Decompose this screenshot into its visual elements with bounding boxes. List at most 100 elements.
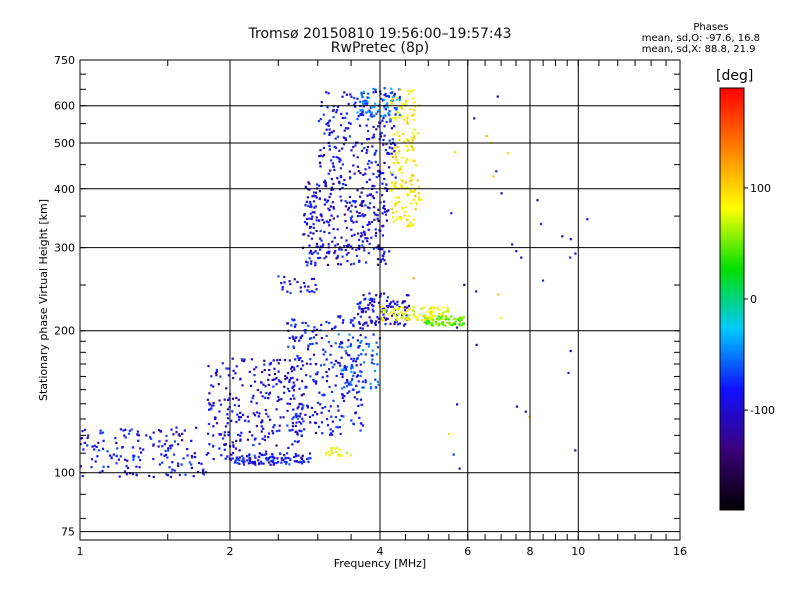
echo-point bbox=[291, 428, 294, 431]
echo-point bbox=[303, 281, 306, 285]
echo-point bbox=[315, 196, 318, 199]
echo-point bbox=[374, 102, 377, 105]
echo-point bbox=[586, 218, 589, 221]
echo-point bbox=[381, 212, 384, 215]
echo-point bbox=[308, 252, 311, 255]
echo-point bbox=[260, 453, 263, 456]
echo-point bbox=[437, 312, 440, 315]
echo-point bbox=[269, 463, 272, 466]
echo-point bbox=[372, 172, 375, 176]
echo-point bbox=[364, 379, 367, 382]
echo-point bbox=[372, 197, 375, 200]
echo-point bbox=[368, 109, 371, 112]
echo-point bbox=[197, 470, 200, 473]
echo-point bbox=[232, 376, 235, 380]
echo-point bbox=[395, 108, 398, 111]
echo-point bbox=[234, 447, 237, 450]
echo-point bbox=[277, 370, 280, 373]
echo-point bbox=[239, 434, 242, 437]
echo-point bbox=[231, 441, 234, 444]
echo-point bbox=[395, 218, 398, 221]
echo-point bbox=[383, 134, 386, 137]
echo-point bbox=[400, 305, 403, 308]
echo-point bbox=[81, 430, 84, 433]
echo-point bbox=[284, 378, 287, 381]
echo-point bbox=[496, 95, 499, 98]
echo-point bbox=[328, 250, 331, 253]
echo-point bbox=[263, 453, 266, 456]
echo-point bbox=[319, 248, 322, 251]
echo-point bbox=[357, 232, 360, 235]
echo-point bbox=[142, 448, 145, 451]
echo-point bbox=[173, 453, 176, 456]
echo-point bbox=[99, 429, 102, 432]
echo-point bbox=[291, 422, 294, 425]
echo-point bbox=[309, 421, 312, 424]
echo-point bbox=[166, 474, 169, 477]
echo-point bbox=[361, 349, 365, 352]
echo-point bbox=[372, 133, 375, 136]
x-tick-label: 10 bbox=[571, 545, 585, 558]
echo-point bbox=[311, 211, 314, 214]
echo-point bbox=[338, 455, 341, 458]
echo-point bbox=[340, 248, 343, 251]
echo-point bbox=[287, 446, 290, 449]
echo-point bbox=[365, 342, 368, 345]
echo-point bbox=[227, 374, 230, 377]
echo-point bbox=[371, 136, 374, 139]
echo-point bbox=[389, 91, 392, 95]
echo-point bbox=[383, 106, 386, 109]
echo-point bbox=[79, 465, 82, 468]
echo-point bbox=[260, 462, 263, 465]
echo-point bbox=[391, 138, 394, 141]
echo-point bbox=[394, 143, 397, 146]
echo-point bbox=[329, 405, 332, 408]
echo-point bbox=[207, 422, 211, 426]
echo-point bbox=[358, 248, 361, 251]
echo-point bbox=[320, 101, 323, 104]
echo-point bbox=[345, 451, 348, 455]
echo-point bbox=[442, 311, 445, 314]
echo-point bbox=[280, 381, 283, 384]
echo-point bbox=[397, 161, 400, 165]
echo-point bbox=[219, 403, 223, 406]
echo-point bbox=[238, 462, 241, 465]
echo-point bbox=[227, 434, 230, 437]
echo-point bbox=[263, 359, 266, 362]
echo-point bbox=[226, 408, 230, 411]
echo-point bbox=[255, 425, 258, 428]
echo-point bbox=[404, 323, 407, 326]
echo-point bbox=[368, 292, 371, 295]
echo-point bbox=[400, 184, 403, 187]
echo-point bbox=[346, 385, 349, 388]
echo-point bbox=[377, 169, 380, 172]
echo-point bbox=[330, 131, 333, 134]
echo-point bbox=[278, 380, 281, 383]
echo-point bbox=[411, 139, 414, 142]
echo-point bbox=[293, 384, 296, 387]
echo-point bbox=[242, 463, 246, 466]
echo-point bbox=[167, 449, 170, 452]
echo-point bbox=[359, 398, 363, 401]
echo-point bbox=[286, 424, 289, 427]
echo-point bbox=[286, 376, 289, 379]
echo-point bbox=[417, 186, 420, 189]
echo-point bbox=[396, 303, 399, 306]
echo-point bbox=[407, 223, 411, 226]
echo-point bbox=[350, 234, 354, 237]
echo-point bbox=[411, 147, 414, 150]
echo-point bbox=[405, 100, 408, 103]
echo-point bbox=[241, 459, 244, 463]
echo-point bbox=[312, 232, 315, 235]
echo-point bbox=[351, 215, 354, 218]
echo-point bbox=[346, 127, 349, 130]
echo-point bbox=[391, 314, 394, 317]
echo-point bbox=[251, 462, 255, 465]
echo-point bbox=[318, 184, 321, 187]
echo-point bbox=[137, 439, 140, 442]
echo-point bbox=[249, 461, 252, 464]
echo-point bbox=[367, 306, 370, 309]
echo-point bbox=[336, 109, 339, 112]
echo-point bbox=[293, 325, 297, 328]
